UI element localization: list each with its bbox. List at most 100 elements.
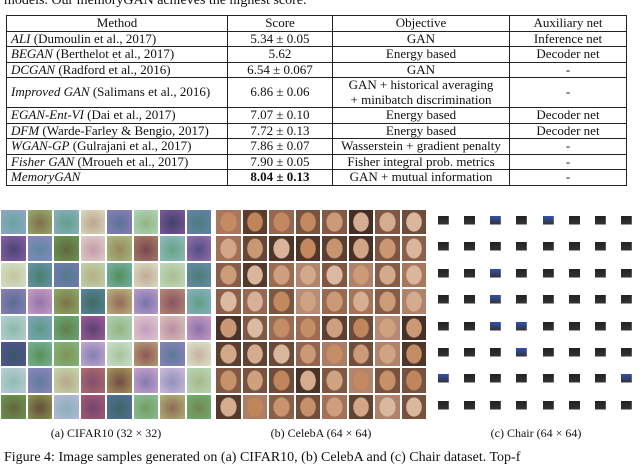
citation: (Dumoulin et al., 2017) bbox=[30, 30, 157, 46]
sample-image bbox=[268, 288, 295, 315]
sample-image bbox=[347, 288, 374, 315]
sample-image bbox=[53, 367, 80, 394]
objective-cell: GAN + historical averaging + minibatch di… bbox=[332, 77, 510, 108]
score-cell: 7.07 ± 0.10 bbox=[227, 107, 333, 124]
sample-image bbox=[79, 340, 106, 368]
citation: (Gulrajani et al., 2017) bbox=[69, 138, 192, 153]
score: 7.90 ± 0.05 bbox=[250, 153, 310, 169]
sample-image bbox=[132, 367, 159, 394]
sample-image bbox=[400, 288, 427, 315]
sample-image bbox=[132, 261, 159, 289]
sample-image bbox=[430, 288, 457, 315]
citation: (Dai et al., 2017) bbox=[83, 107, 176, 122]
sample-image bbox=[132, 209, 159, 236]
sample-image bbox=[294, 340, 321, 368]
sample-image bbox=[613, 393, 640, 420]
results-table: Method Score Objective Auxiliary net ALI (Du… bbox=[6, 15, 627, 186]
sample-image bbox=[400, 340, 427, 368]
aux-cell: Inference net bbox=[509, 30, 627, 47]
sample-image bbox=[159, 209, 186, 236]
sample-image bbox=[241, 314, 268, 341]
sample-image bbox=[241, 261, 268, 289]
sample-image bbox=[294, 209, 321, 236]
table-row: BEGAN (Berthelot et al., 2017) 5.62 Energy… bbox=[6, 46, 627, 63]
sample-image bbox=[294, 314, 321, 341]
sample-image bbox=[79, 314, 106, 341]
sample-image bbox=[159, 261, 186, 289]
sample-image bbox=[53, 393, 80, 420]
sample-image bbox=[268, 209, 295, 236]
header-cell: Method bbox=[6, 15, 228, 32]
score: 5.34 ± 0.05 bbox=[250, 30, 310, 46]
sample-image bbox=[26, 340, 53, 368]
score: 7.07 ± 0.10 bbox=[250, 107, 310, 122]
objective: GAN bbox=[406, 30, 436, 46]
sample-image bbox=[613, 261, 640, 289]
sample-image bbox=[321, 367, 348, 394]
method-name: Fisher GAN bbox=[11, 153, 75, 169]
sample-image bbox=[26, 209, 53, 236]
sample-image bbox=[159, 340, 186, 368]
sample-image bbox=[132, 393, 159, 420]
sample-image bbox=[79, 393, 106, 420]
method-name: Improved GAN bbox=[11, 84, 90, 100]
sample-image bbox=[430, 367, 457, 394]
sample-image bbox=[294, 261, 321, 289]
objective: GAN + mutual information bbox=[349, 169, 493, 184]
sample-image bbox=[268, 314, 295, 341]
sample-image bbox=[456, 288, 483, 315]
sample-image bbox=[508, 261, 535, 289]
sample-image bbox=[613, 288, 640, 315]
sample-image bbox=[374, 288, 401, 315]
sample-image bbox=[561, 314, 588, 341]
sample-image bbox=[508, 367, 535, 394]
sample-image bbox=[508, 314, 535, 341]
sample-image bbox=[132, 288, 159, 315]
aux-cell: Decoder net bbox=[509, 122, 627, 139]
sample-image bbox=[268, 340, 295, 368]
sample-image bbox=[106, 288, 133, 315]
score: 6.54 ± 0.067 bbox=[247, 61, 313, 77]
sample-image bbox=[185, 235, 212, 262]
sample-image bbox=[294, 235, 321, 262]
method-cell: EGAN-Ent-VI (Dai et al., 2017) bbox=[6, 107, 228, 124]
sample-image bbox=[159, 367, 186, 394]
sample-image bbox=[374, 261, 401, 289]
sample-image bbox=[613, 340, 640, 368]
sample-image bbox=[159, 235, 186, 262]
score-cell: 7.86 ± 0.07 bbox=[227, 138, 333, 155]
sample-image bbox=[374, 367, 401, 394]
sample-image bbox=[321, 393, 348, 420]
sample-image bbox=[482, 235, 509, 262]
sample-image bbox=[561, 261, 588, 289]
sample-image bbox=[0, 288, 27, 315]
sample-image bbox=[185, 367, 212, 394]
sample-image bbox=[374, 235, 401, 262]
sample-image bbox=[321, 209, 348, 236]
sample-image bbox=[456, 393, 483, 420]
score-cell: 6.86 ± 0.06 bbox=[227, 77, 333, 108]
citation: (Berthelot et al., 2017) bbox=[52, 46, 175, 61]
method-cell: ALI (Dumoulin et al., 2017) bbox=[6, 30, 228, 47]
objective-cell: GAN bbox=[332, 30, 510, 47]
sample-image bbox=[321, 288, 348, 315]
sample-image bbox=[430, 314, 457, 341]
sample-image bbox=[400, 314, 427, 341]
citation: (Salimans et al., 2016) bbox=[89, 84, 211, 100]
sample-image bbox=[321, 340, 348, 368]
objective: + minibatch discrimination bbox=[350, 91, 492, 107]
score-cell: 7.90 ± 0.05 bbox=[227, 153, 333, 170]
score-cell: 5.34 ± 0.05 bbox=[227, 30, 333, 47]
sample-image bbox=[347, 393, 374, 420]
sample-image bbox=[430, 261, 457, 289]
sample-image bbox=[456, 314, 483, 341]
sample-image bbox=[0, 340, 27, 368]
objective-cell: Energy based bbox=[332, 107, 510, 124]
sample-image bbox=[215, 261, 242, 289]
sample-image bbox=[587, 393, 614, 420]
objective-cell: Wasserstein + gradient penalty bbox=[332, 138, 510, 155]
sample-image bbox=[374, 393, 401, 420]
sample-image bbox=[400, 367, 427, 394]
sample-image bbox=[482, 393, 509, 420]
